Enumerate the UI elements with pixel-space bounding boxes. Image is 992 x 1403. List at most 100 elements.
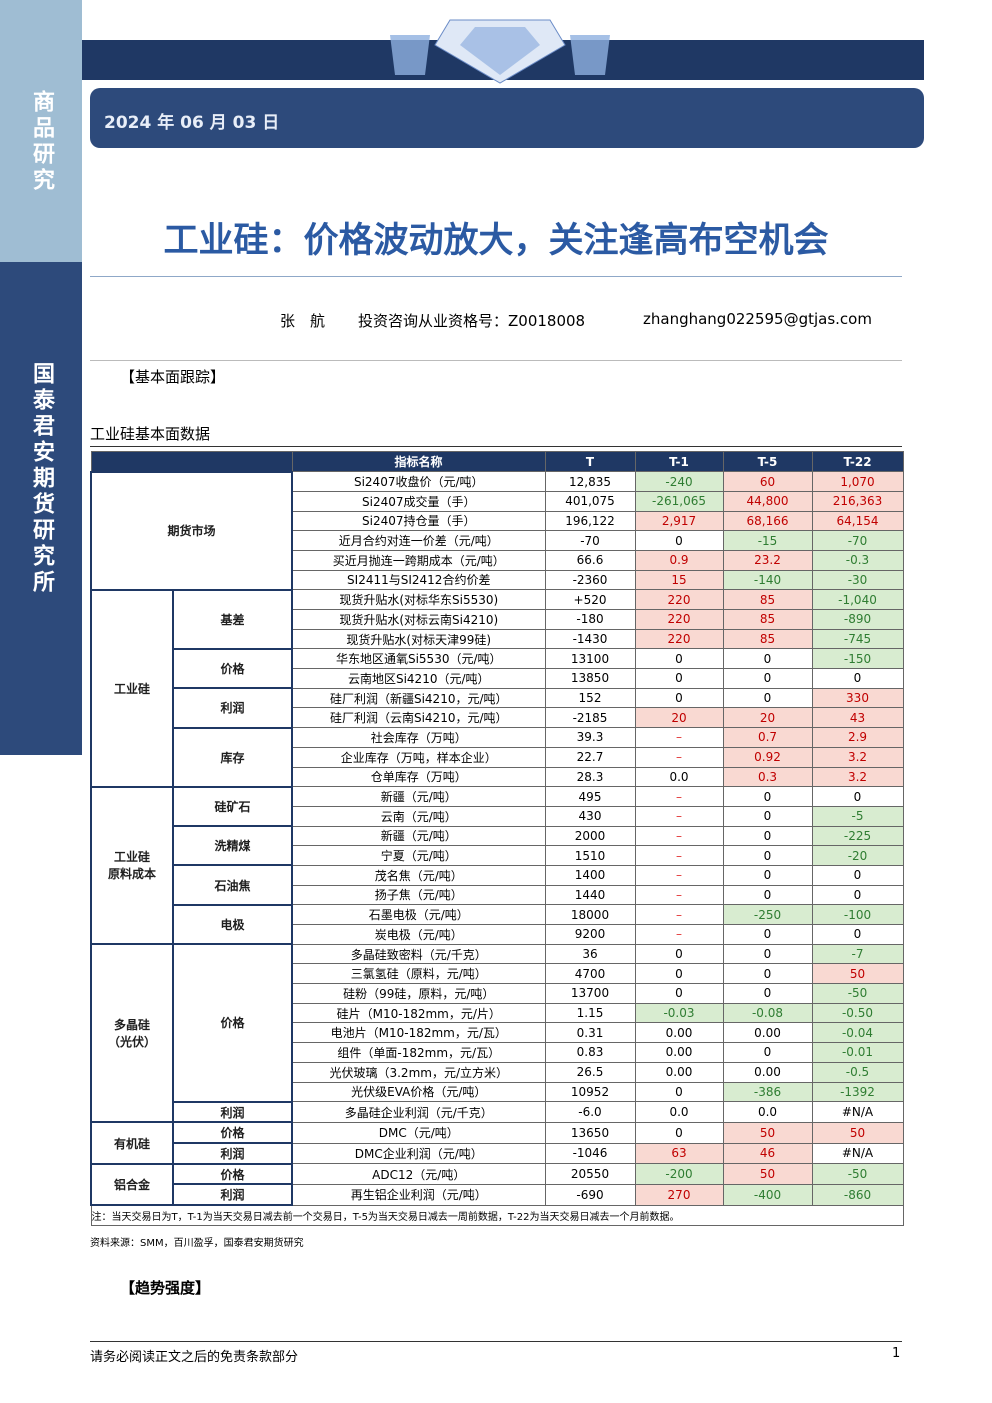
value-cell: 13850: [544, 668, 636, 689]
header-row: 指标名称 T T-1 T-5 T-22: [90, 450, 904, 473]
table-row: 利润 再生铝企业利润（元/吨） -690 270 -400 -860: [91, 1183, 904, 1207]
value-cell: 0: [634, 943, 724, 965]
table-row: 库存 社会库存（万吨） 39.3–0.7 2.9: [91, 726, 904, 788]
group-cell: 有机硅: [90, 1121, 174, 1165]
note-row: 注：当天交易日为T，T-1为当天交易日减去前一个交易日，T-5为当天交易日减去一…: [90, 1204, 904, 1227]
value-cell: –: [634, 884, 724, 906]
value-cell: 0: [634, 1121, 724, 1144]
indicator-cell: 三氯氢硅（原料，元/吨）: [291, 963, 546, 985]
value-cell: 495: [544, 786, 636, 807]
disclaimer: 请务必阅读正文之后的免责条款部分: [90, 1350, 299, 1365]
value-cell: 0: [722, 687, 813, 709]
value-cell: 63: [634, 1142, 724, 1165]
value-cell: 0.0: [634, 1101, 724, 1123]
value-cell: #N/A: [811, 1142, 904, 1165]
table-row: 洗精煤 新疆（元/吨） 2000–0 -225: [91, 825, 904, 867]
subgroup-cell: 库存: [172, 726, 293, 788]
value-cell: -7: [811, 943, 904, 965]
subgroup-cell: 洗精煤: [172, 825, 293, 867]
value-cell: 22.7: [544, 746, 636, 768]
value-cell: 0.3: [722, 766, 813, 788]
value-cell: -150: [811, 648, 904, 670]
value-cell: 0: [722, 1042, 813, 1063]
value-cell: 0.00: [722, 1061, 813, 1083]
subgroup-cell: 硅矿石: [172, 785, 293, 828]
value-cell: 4700: [544, 963, 636, 985]
value-cell: 9200: [544, 924, 636, 945]
value-cell: -5: [811, 805, 904, 827]
table-row: 工业硅 原料成本 硅矿石 新疆（元/吨） 495–0 0: [90, 785, 904, 946]
value-cell: 39.3: [544, 727, 636, 748]
value-cell: 0: [811, 668, 904, 689]
value-cell: 220: [634, 609, 724, 630]
value-cell: 270: [634, 1183, 724, 1206]
value-cell: –: [634, 845, 724, 866]
table-row: 买近月抛连一跨期成本（元/吨） 66.6 0.9 23.2 -0.3: [91, 549, 904, 571]
page-number: 1: [892, 1346, 901, 1361]
rule: [90, 446, 902, 447]
value-cell: 0: [722, 884, 813, 906]
value-cell: 0.83: [544, 1042, 636, 1063]
value-cell: 1400: [544, 864, 636, 886]
value-cell: 152: [544, 687, 636, 709]
indicator-cell: Si2407收盘价（元/吨）: [291, 471, 546, 492]
value-cell: 60: [722, 471, 813, 492]
value-cell: 2.9: [811, 727, 904, 748]
table-row: 现货升贴水(对标云南Si4210) -180 220 85 -890: [91, 609, 904, 630]
value-cell: 0: [811, 786, 904, 807]
value-cell: -20: [811, 845, 904, 866]
rule: [90, 276, 902, 277]
indicator-cell: 现货升贴水(对标华东Si5530): [291, 589, 546, 610]
table-row: 利润 硅厂利润（新疆Si4210，元/吨） 152 0 0 330: [91, 687, 904, 729]
indicator-cell: 硅厂利润（云南Si4210，元/吨）: [291, 707, 546, 729]
value-cell: -2185: [544, 707, 636, 729]
indicator-cell: 企业库存（万吨，样本企业）: [291, 746, 546, 768]
value-cell: 13700: [544, 983, 636, 1004]
rule: [90, 1341, 902, 1342]
group-cell: 期货市场: [90, 470, 293, 591]
table-row: 组件（单面-182mm，元/瓦） 0.83 0.00 0 -0.01: [91, 1042, 904, 1063]
value-cell: -140: [722, 569, 813, 591]
note-cell: 注：当天交易日为T，T-1为当天交易日减去前一个交易日，T-5为当天交易日减去一…: [90, 1204, 904, 1227]
indicator-cell: 再生铝企业利润（元/吨）: [291, 1183, 546, 1206]
value-cell: 0: [722, 963, 813, 985]
value-cell: 3.2: [811, 766, 904, 788]
value-cell: -0.03: [634, 1002, 724, 1024]
indicator-cell: 华东地区通氧Si5530（元/吨）: [291, 648, 546, 670]
indicator-cell: 仓单库存（万吨）: [291, 766, 546, 788]
value-cell: 46: [722, 1142, 813, 1165]
title: 工业硅：价格波动放大，关注逢高布空机会: [163, 221, 829, 261]
value-cell: 0.7: [722, 727, 813, 748]
value-cell: –: [634, 904, 724, 925]
indicator-cell: 茂名焦（元/吨）: [291, 864, 546, 886]
value-cell: 216,363: [811, 490, 904, 512]
value-cell: -70: [544, 530, 636, 551]
value-cell: 20: [722, 707, 813, 729]
rule: [90, 360, 902, 361]
table-row: 多晶硅 （光伏） 价格 多晶硅致密料（元/千克） 36 0 0 -7: [90, 943, 904, 1124]
indicator-cell: 硅片（M10-182mm，元/片）: [291, 1002, 546, 1024]
subgroup-cell: 基差: [172, 588, 293, 650]
value-cell: 0: [722, 943, 813, 965]
value-cell: 1510: [544, 845, 636, 866]
header-cell: [90, 450, 293, 473]
value-cell: 23.2: [722, 549, 813, 571]
date: 2024 年 06 月 03 日: [104, 113, 280, 133]
sidebar-bottom: 国泰君安期货研究所: [0, 262, 82, 755]
value-cell: –: [634, 825, 724, 847]
indicator-cell: 石墨电极（元/吨）: [291, 904, 546, 925]
value-cell: 0: [634, 963, 724, 985]
value-cell: -0.01: [811, 1042, 904, 1063]
value-cell: 50: [722, 1163, 813, 1185]
indicator-cell: 电池片（M10-182mm，元/瓦）: [291, 1022, 546, 1044]
value-cell: –: [634, 786, 724, 807]
table-row: Si2407持仓量（手） 196,122 2,917 68,166 64,154: [91, 510, 904, 532]
value-cell: -100: [811, 904, 904, 925]
indicator-cell: Si2407持仓量（手）: [291, 510, 546, 532]
value-cell: –: [634, 924, 724, 945]
value-cell: 0: [811, 884, 904, 906]
value-cell: 10952: [544, 1081, 636, 1103]
value-cell: 0.92: [722, 746, 813, 768]
table-row: 光伏玻璃（3.2mm，元/立方米） 26.5 0.00 0.00 -0.5: [91, 1061, 904, 1083]
value-cell: #N/A: [811, 1101, 904, 1123]
